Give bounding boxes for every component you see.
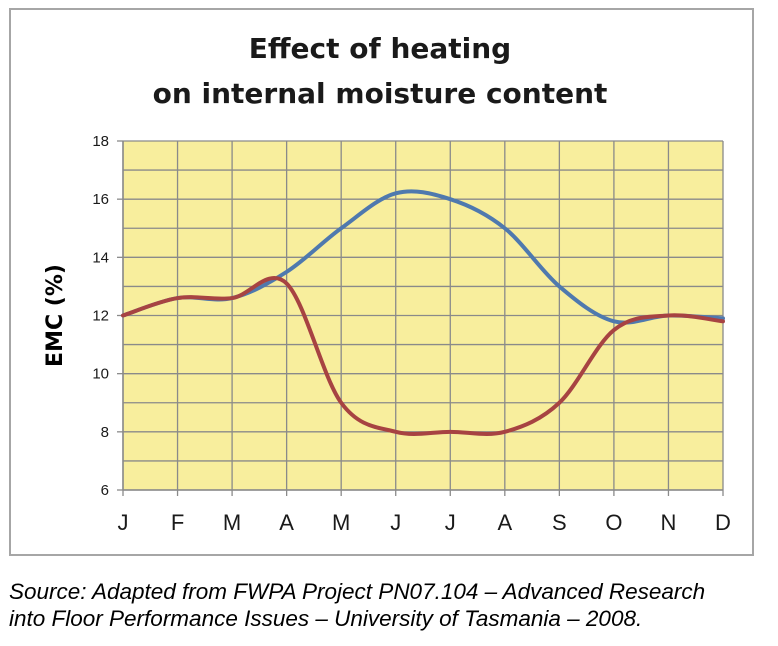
source-line-2: into Floor Performance Issues – Universi… xyxy=(9,606,643,631)
x-tick-label: D xyxy=(715,510,731,535)
x-tick-label: J xyxy=(445,510,456,535)
x-tick-label: A xyxy=(279,510,294,535)
x-tick-label: S xyxy=(552,510,567,535)
chart: Effect of heating on internal moisture co… xyxy=(43,32,731,535)
y-tick-label: 12 xyxy=(92,308,109,325)
x-tick-label: O xyxy=(605,510,622,535)
x-tick-label: M xyxy=(332,510,350,535)
y-tick-label: 8 xyxy=(101,424,109,441)
chart-title-line-1: Effect of heating xyxy=(249,32,511,65)
y-tick-label: 18 xyxy=(92,133,109,150)
y-axis-label: EMC (%) xyxy=(43,264,68,367)
series-line-2 xyxy=(121,276,725,436)
x-tick-label: J xyxy=(118,510,129,535)
y-tick-label: 6 xyxy=(101,482,109,499)
x-tick-label: J xyxy=(390,510,401,535)
source-caption: Source: Adapted from FWPA Project PN07.1… xyxy=(9,578,774,632)
x-tick-label: F xyxy=(171,510,184,535)
y-tick-label: 14 xyxy=(92,249,109,266)
x-tick-label: M xyxy=(223,510,241,535)
x-tick-label: N xyxy=(661,510,677,535)
y-tick-label: 16 xyxy=(92,191,109,208)
x-tick-label: A xyxy=(497,510,512,535)
y-tick-label: 10 xyxy=(92,366,109,383)
chart-title-line-2: on internal moisture content xyxy=(153,77,608,110)
source-line-1: Source: Adapted from FWPA Project PN07.1… xyxy=(9,579,706,604)
